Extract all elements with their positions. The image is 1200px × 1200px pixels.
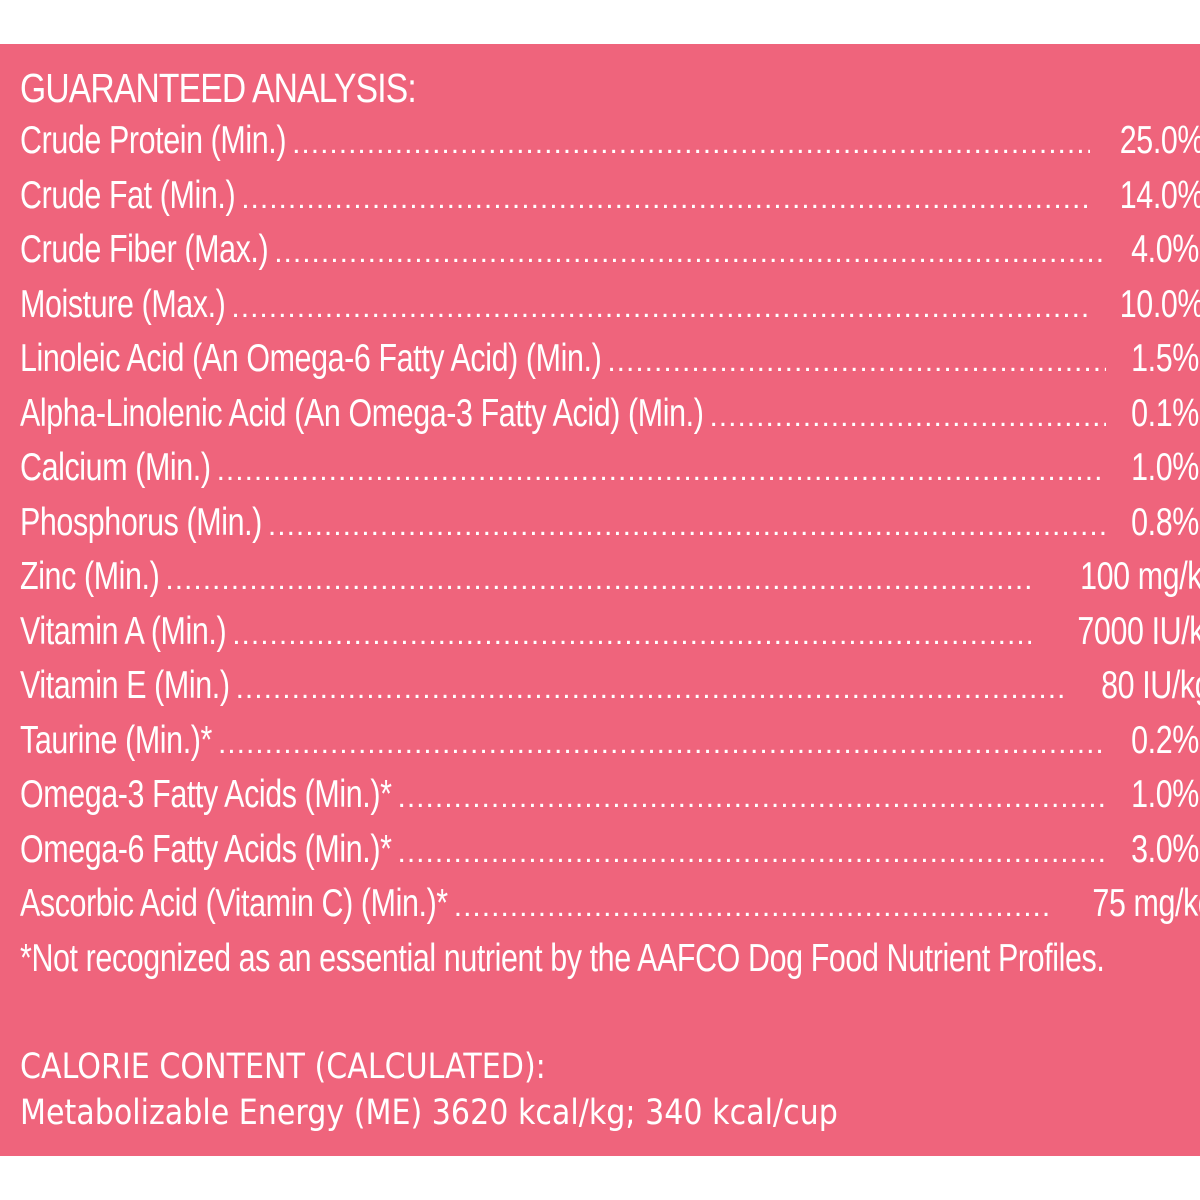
row-value: 10.0% [1119,282,1200,326]
row-value: 0.1% [1131,391,1200,435]
guaranteed-analysis-title: GUARANTEED ANALYSIS: [20,65,417,111]
dot-leader [607,342,1106,382]
dot-leader [274,233,1106,273]
dot-leader [709,397,1106,437]
dot-leader [217,451,1107,491]
analysis-row: Vitamin A (Min.) 7000 IU/kg [20,605,1200,660]
dot-leader [398,833,1107,873]
row-value: 100 mg/kg [1080,555,1200,598]
aafco-footnote: *Not recognized as an essential nutrient… [20,936,1105,980]
calorie-content-title: CALORIE CONTENT (CALCULATED): [20,1046,546,1087]
dot-leader [218,724,1106,764]
row-label: Omega-6 Fatty Acids (Min.)* [20,827,392,871]
analysis-row: Crude Fiber (Max.) 4.0% [20,223,1200,278]
row-value: 25.0% [1119,119,1200,162]
row-label: Alpha-Linolenic Acid (An Omega-3 Fatty A… [20,391,704,435]
row-label: Crude Fat (Min.) [20,173,236,217]
row-value: 3.0% [1131,827,1200,871]
dot-leader [236,669,1064,709]
row-label: Linoleic Acid (An Omega-6 Fatty Acid) (M… [20,337,602,380]
calorie-content-section: CALORIE CONTENT (CALCULATED): Metaboliza… [20,1044,1180,1136]
nutrition-panel: GUARANTEED ANALYSIS: Crude Protein (Min.… [0,44,1200,1156]
row-label: Crude Protein (Min.) [20,119,287,162]
row-label: Taurine (Min.)* [20,718,212,762]
row-label: Ascorbic Acid (Vitamin C) (Min.)* [20,882,448,925]
analysis-row: Crude Fat (Min.) 14.0% [20,169,1200,224]
dot-leader [232,615,1031,655]
analysis-row: Vitamin E (Min.) 80 IU/kg [20,659,1200,714]
row-label: Calcium (Min.) [20,446,211,489]
dot-leader [398,778,1107,818]
dot-leader [454,887,1052,927]
row-value: 80 IU/kg [1100,664,1200,707]
row-label: Vitamin A (Min.) [20,609,227,653]
row-value: 75 mg/kg [1092,882,1200,925]
analysis-row: Moisture (Max.) 10.0% [20,278,1200,333]
row-value: 14.0% [1119,173,1200,217]
dot-leader [165,560,1035,600]
row-value: 0.2% [1131,718,1200,762]
row-value: 7000 IU/kg [1077,609,1200,653]
row-value: 0.8% [1131,500,1200,544]
row-label: Phosphorus (Min.) [20,500,262,544]
row-value: 4.0% [1131,228,1200,271]
analysis-row: Crude Protein (Min.) 25.0% [20,114,1200,169]
dot-leader [241,179,1089,219]
row-label: Vitamin E (Min.) [20,664,230,707]
analysis-row: Linoleic Acid (An Omega-6 Fatty Acid) (M… [20,332,1200,387]
analysis-row: Omega-3 Fatty Acids (Min.)* 1.0% [20,768,1200,823]
analysis-row: Calcium (Min.) 1.0% [20,441,1200,496]
analysis-row: Zinc (Min.) 100 mg/kg [20,550,1200,605]
row-label: Zinc (Min.) [20,555,160,598]
dot-leader [231,288,1089,328]
row-value: 1.0% [1131,446,1200,489]
analysis-row: Omega-6 Fatty Acids (Min.)* 3.0% [20,823,1200,878]
analysis-row: Ascorbic Acid (Vitamin C) (Min.)* 75 mg/k… [20,877,1200,932]
row-label: Crude Fiber (Max.) [20,228,269,271]
analysis-row: Alpha-Linolenic Acid (An Omega-3 Fatty A… [20,387,1200,442]
row-value: 1.5% [1131,337,1200,380]
analysis-row: Phosphorus (Min.) 0.8% [20,496,1200,551]
analysis-row: Taurine (Min.)* 0.2% [20,714,1200,769]
row-value: 1.0% [1131,773,1200,816]
analysis-list: Crude Protein (Min.) 25.0% Crude Fat (Min… [20,114,1200,932]
dot-leader [268,506,1106,546]
metabolizable-energy-text: Metabolizable Energy (ME) 3620 kcal/kg; … [20,1092,838,1133]
row-label: Omega-3 Fatty Acids (Min.)* [20,773,392,816]
dot-leader [292,124,1090,164]
row-label: Moisture (Max.) [20,282,226,326]
